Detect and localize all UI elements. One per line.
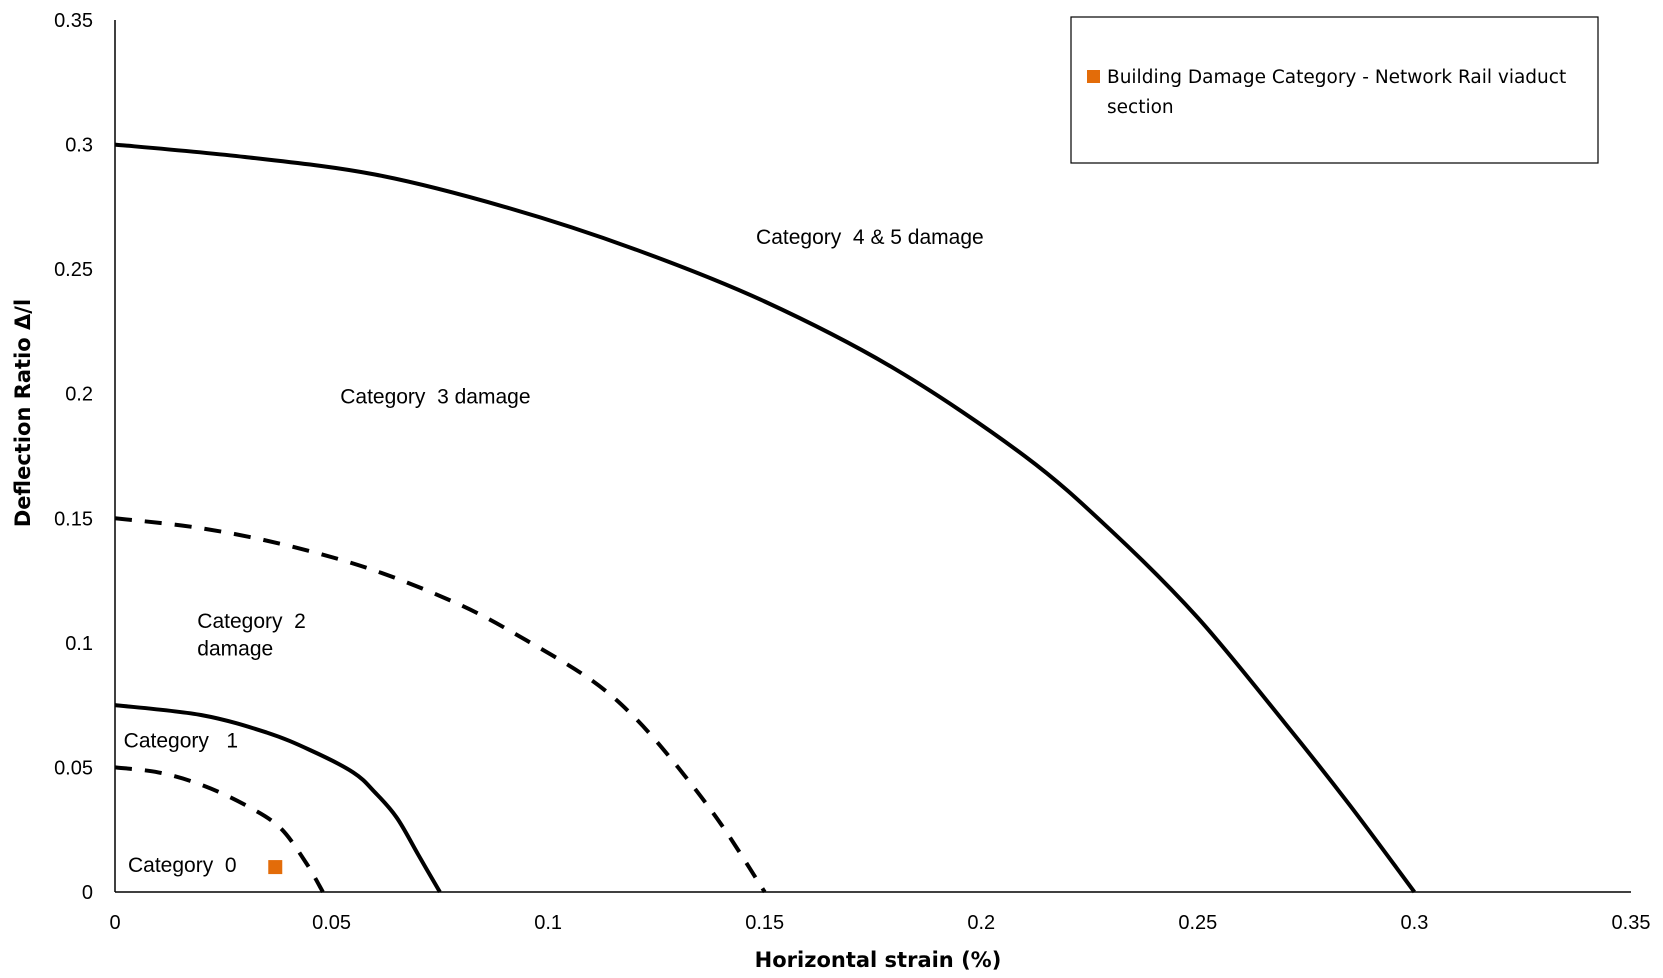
y-tick-label: 0.15	[54, 508, 93, 530]
data-point-marker	[268, 860, 283, 875]
legend: Building Damage Category - Network Rail …	[1070, 16, 1599, 164]
region-annotations: Category 0 Category 1 Category 2 damage Cate…	[124, 226, 984, 877]
x-tick-label: 0.3	[1401, 912, 1429, 934]
y-tick-label: 0.25	[54, 259, 93, 281]
region-label: Category 1	[124, 729, 238, 752]
y-axis-title: Deflection Ratio Δ/l	[11, 299, 35, 527]
y-tick-label: 0.3	[65, 135, 93, 157]
x-tick-label: 0	[109, 912, 120, 934]
x-tick-label: 0.25	[1178, 912, 1217, 934]
damage-boundary-curve-2-solid	[114, 703, 442, 894]
y-tick-labels: 0 0.05 0.1 0.15 0.2 0.25 0.3 0.35	[54, 10, 93, 904]
region-label: Category 2	[197, 610, 306, 633]
curves-layer	[114, 142, 1417, 894]
region-label: damage	[197, 637, 273, 660]
legend-label-line2: section	[1107, 97, 1174, 118]
points-layer	[268, 860, 283, 875]
x-tick-label: 0.15	[745, 912, 784, 934]
legend-label-line1: Building Damage Category - Network Rail …	[1107, 67, 1566, 88]
region-label: Category 0	[128, 854, 237, 877]
x-tick-label: 0.2	[967, 912, 995, 934]
x-tick-label: 0.1	[534, 912, 562, 934]
x-tick-labels: 0 0.05 0.1 0.15 0.2 0.25 0.3 0.35	[109, 912, 1650, 934]
y-tick-label: 0	[82, 882, 93, 904]
y-tick-label: 0.35	[54, 10, 93, 32]
y-tick-label: 0.1	[65, 633, 93, 655]
damage-boundary-curve-3-dashed	[114, 516, 767, 894]
x-tick-label: 0.05	[312, 912, 351, 934]
x-axis-title: Horizontal strain (%)	[755, 948, 1002, 972]
legend-marker	[1087, 70, 1100, 83]
damage-boundary-curve-4-solid	[114, 142, 1417, 894]
y-tick-label: 0.2	[65, 384, 93, 406]
legend-box	[1070, 16, 1599, 164]
damage-boundary-curve-1-dashed	[114, 765, 325, 894]
region-label: Category 3 damage	[340, 386, 530, 409]
y-tick-label: 0.05	[54, 757, 93, 779]
x-tick-label: 0.35	[1612, 912, 1651, 934]
region-label: Category 4 & 5 damage	[756, 226, 984, 249]
